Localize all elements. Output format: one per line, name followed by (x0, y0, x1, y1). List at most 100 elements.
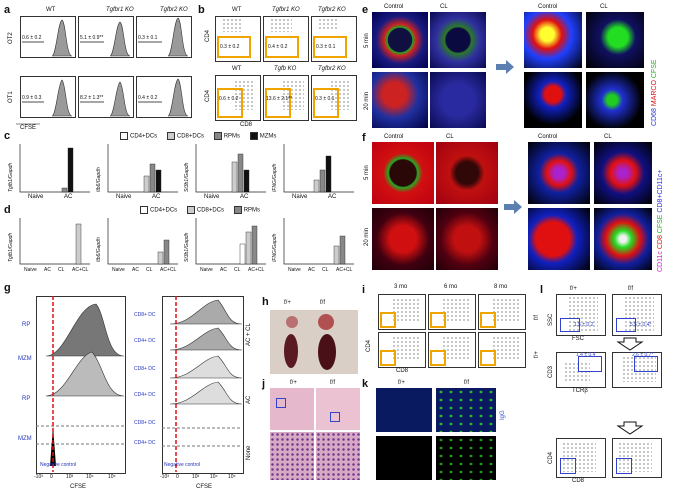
panel-i-ylabel: CD4 (366, 339, 372, 352)
panel-h-letter: h (262, 296, 269, 308)
panel-c-plots (19, 144, 354, 193)
panel-g-left-rp-2: RP (22, 396, 31, 402)
histology-j-fplus-low (270, 388, 314, 430)
micrograph-f-control-5min (372, 142, 434, 204)
panel-l-val-2: 1.4 ± 0.4 (576, 352, 596, 358)
histology-j-fplus-high (270, 432, 314, 480)
panel-d-x-7: AC+CL (160, 267, 177, 273)
scatter-i-dots-3 (492, 298, 520, 322)
gate-l-fsc-fplus (560, 318, 580, 332)
panel-e-stain-cd68: CD68 (651, 108, 658, 126)
micrograph-k-ff-top (436, 388, 496, 432)
panel-f-row-20min: 20 min (364, 227, 370, 246)
panel-g-left-mzm-2: MZM (18, 436, 32, 442)
panel-f-stains: CD11c CD8 CFSE CD8+CD11c+ (657, 170, 664, 273)
gate-i-3 (480, 312, 496, 328)
panel-i-row-fplus: f/+ (534, 351, 540, 358)
gate-b-bottom-wt (217, 88, 243, 118)
panel-f-stain-cd11c: CD11c (657, 251, 664, 272)
panel-d-ylabel-0: Tgfb1/Gapdh (8, 232, 14, 262)
panel-d-letter: d (4, 204, 11, 216)
panel-b-val-top-wt: 0.3 ± 0.2 (220, 44, 240, 50)
panel-g-side-ac: AC (246, 395, 252, 404)
panel-k-stain: IgG (500, 410, 506, 420)
panel-g-left-shapes (36, 296, 125, 472)
photo-h-lymphnode-fplus (286, 316, 298, 328)
micrograph-e-cl-5min (430, 12, 486, 68)
panel-c-ylabel-1: Itb6/Gapdh (96, 167, 102, 192)
panel-c-ylabel-0: Tgfb1/Gapdh (8, 162, 14, 192)
panel-e-col-control-1: Control (384, 4, 404, 10)
panel-k-label-fplus: f/+ (398, 380, 405, 386)
histogram-a-ot1-wt (20, 76, 76, 118)
gate-l-fsc-ff (616, 318, 636, 332)
scatter-b-dots-2 (270, 18, 292, 32)
histology-j-inset-box-2 (330, 412, 340, 422)
micrograph-f-zoom-cl-5min (594, 142, 652, 204)
micrograph-f-zoom-control-20min (528, 208, 590, 270)
scatter-l-dots-5 (562, 442, 596, 472)
scatter-l-dots-4 (622, 356, 656, 382)
scatter-b-dots-6 (330, 80, 350, 110)
gate-i-5 (430, 350, 446, 366)
panel-e-stains: CD68 MARCO CFSE (651, 59, 658, 126)
panel-g-right-tick-1: 0 (176, 474, 179, 480)
panel-c-letter: c (4, 130, 11, 142)
panel-d-ylabel-2: St3b1/Gapdh (184, 232, 190, 262)
panel-k-letter: k (362, 378, 369, 390)
panel-j-label-ff: f/f (330, 380, 336, 386)
panel-c-x-naive-3: Naive (204, 194, 220, 200)
histogram-a-ot1-tgfbr2 (136, 76, 192, 118)
gate-i-4 (380, 350, 396, 366)
micrograph-e-control-5min (372, 12, 428, 68)
panel-l-label-fplus: f/+ (570, 286, 577, 292)
panel-a-col-tgfbr1: Tgfbr1 KO (106, 7, 134, 13)
panel-b-col-tgfb-2: Tgfb KO (274, 66, 297, 72)
panel-h-label-ff: f/f (320, 300, 326, 306)
panel-d-legend-0: CD4+DCs (150, 207, 178, 214)
gate-l-cd4-fplus (560, 458, 576, 474)
panel-g-right-row-0: CD8+ DC (134, 312, 156, 318)
panel-d-x-6: CL (146, 267, 153, 273)
micrograph-e-zoom-control-5min (524, 12, 582, 68)
panel-f-col-cl-2: CL (604, 134, 612, 140)
histology-j-ff-high (316, 432, 360, 480)
panel-b-ylabel-bottom: CD4 (205, 89, 211, 102)
micrograph-e-zoom-cl-20min (586, 72, 644, 128)
panel-j-label-fplus: f/+ (290, 380, 297, 386)
panel-g-left-tick-3: 10⁴ (86, 474, 94, 480)
panel-c-ylabel-3: IFNG/Gapdh (272, 163, 278, 192)
panel-b-val-bottom-tgfb: 13.6 ± 2.1** (266, 96, 293, 102)
panel-g-right-row-3: CD4+ DC (134, 392, 156, 398)
panel-g-right-tick-4: 10⁵ (228, 474, 236, 480)
scatter-i-dots-1 (392, 298, 420, 322)
scatter-b-dots-3 (318, 18, 338, 30)
panel-b-val-top-tgfbr2: 0.3 ± 0.1 (316, 44, 336, 50)
panel-i-letter: i (362, 284, 366, 296)
panel-g-side-accl: AC + CL (246, 323, 252, 346)
scatter-b-dots-1 (222, 18, 242, 32)
panel-a-col-tgfbr2: Tgfbr2 KO (160, 7, 188, 13)
histogram-g-right (162, 296, 244, 474)
panel-f-letter: f (362, 132, 366, 144)
panel-e-letter: e (362, 4, 369, 16)
scatter-b-dots-4 (234, 80, 254, 110)
panel-g-left-tick-4: 10⁵ (108, 474, 116, 480)
panel-b-col-wt-2: WT (232, 66, 242, 72)
panel-e-col-cl-2: CL (600, 4, 608, 10)
panel-b-xlabel: CD8 (240, 122, 253, 128)
gate-b-top-tgfbr1 (265, 36, 299, 58)
panel-b-val-bottom-tgfbr2: 0.3 ± 0.1 (315, 96, 335, 102)
panel-l-axis-cd3: CD3 (548, 365, 554, 378)
panel-d-x-12: Naive (288, 267, 301, 273)
panel-g-right-row-5: CD4+ DC (134, 440, 156, 446)
panel-d-ylabel-1: Itb6/Gapdh (96, 237, 102, 262)
panel-l-axis-cd4: CD4 (548, 451, 554, 464)
histology-j-ff-low (316, 388, 360, 430)
panel-g-right-xlabel: CFSE (196, 484, 213, 490)
photo-h-spleen-ff (318, 334, 336, 370)
scatter-l-dots-2 (624, 296, 654, 332)
panel-c-ylabel-2: St3b1/Gapdh (184, 162, 190, 192)
panel-d-x-3: AC+CL (72, 267, 89, 273)
panel-l-axis-ssc: SSC (548, 313, 554, 326)
